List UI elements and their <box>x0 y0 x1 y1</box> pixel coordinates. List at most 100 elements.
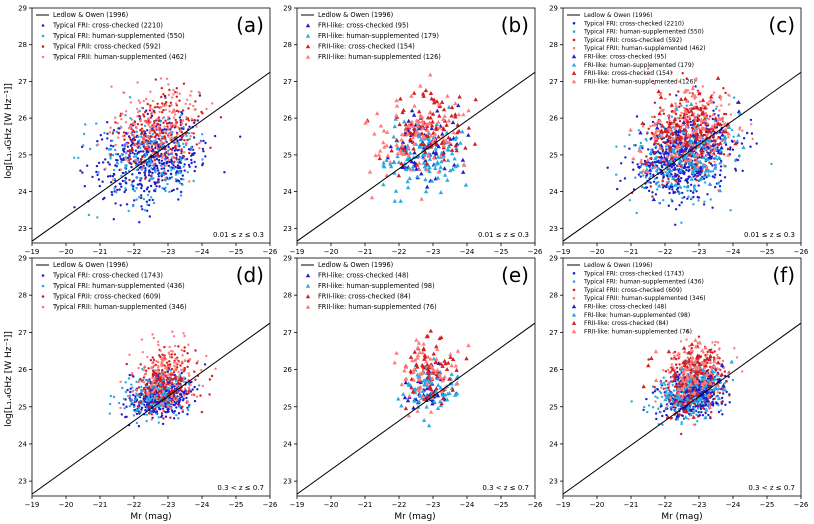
data-point <box>209 146 212 149</box>
data-point <box>145 97 148 101</box>
data-point <box>146 193 150 197</box>
data-point <box>644 137 647 141</box>
data-point <box>180 150 183 153</box>
data-point <box>434 122 439 127</box>
x-tick-label: −25 <box>494 501 509 509</box>
data-point <box>719 165 723 168</box>
data-point <box>200 410 204 414</box>
data-point <box>439 159 444 164</box>
data-point <box>672 161 677 166</box>
data-point <box>161 102 164 105</box>
data-point <box>433 166 438 170</box>
data-point <box>655 119 661 124</box>
data-point <box>418 83 423 88</box>
data-point <box>124 390 128 394</box>
data-point <box>698 100 702 103</box>
data-point <box>150 146 153 150</box>
data-point <box>679 130 683 133</box>
data-point <box>167 351 170 354</box>
data-point <box>163 157 166 161</box>
data-point <box>164 103 168 107</box>
series-typical_frii_cross-dot <box>109 78 223 183</box>
data-point <box>156 117 159 121</box>
data-point <box>648 150 654 155</box>
data-point <box>187 390 190 393</box>
data-point <box>646 410 649 414</box>
data-point <box>178 384 182 388</box>
data-point <box>428 133 434 138</box>
data-point <box>394 103 400 108</box>
data-point <box>693 124 696 128</box>
data-point <box>175 91 179 94</box>
data-point <box>160 138 163 142</box>
x-tick-label: −21 <box>624 248 639 256</box>
data-point <box>712 109 715 112</box>
data-point <box>162 109 165 112</box>
data-point <box>142 113 145 116</box>
data-point <box>399 150 404 155</box>
data-point <box>160 152 163 156</box>
data-point <box>133 189 136 193</box>
data-point <box>653 115 656 119</box>
data-point <box>653 142 656 145</box>
data-point <box>429 363 434 368</box>
data-point <box>667 121 673 125</box>
data-point <box>165 368 169 371</box>
data-point <box>394 113 399 118</box>
y-tick-label: 25 <box>18 403 27 411</box>
data-point <box>128 126 132 129</box>
data-point <box>655 145 658 148</box>
data-point <box>402 395 408 400</box>
data-point <box>453 101 458 106</box>
data-point <box>97 171 100 174</box>
x-tick-label: −19 <box>290 248 305 256</box>
data-point <box>128 96 132 99</box>
data-point <box>421 347 426 352</box>
data-point <box>676 393 679 397</box>
data-point <box>123 190 126 194</box>
data-point <box>721 413 724 416</box>
data-point <box>193 108 196 111</box>
data-point <box>162 104 165 107</box>
data-point <box>694 102 698 105</box>
data-point <box>155 373 159 376</box>
ledlow-owen-line <box>297 322 535 495</box>
x-tick-label: −20 <box>324 248 339 256</box>
data-point <box>421 121 426 126</box>
data-point <box>150 143 153 147</box>
data-point <box>193 169 196 173</box>
data-point <box>143 209 147 212</box>
data-point <box>152 370 156 374</box>
data-point <box>148 198 151 202</box>
data-point <box>655 155 658 159</box>
data-point <box>668 159 673 164</box>
data-point <box>722 392 725 395</box>
data-point <box>664 157 669 162</box>
y-tick-label: 29 <box>283 255 292 263</box>
data-point <box>186 365 189 369</box>
data-point <box>140 408 143 411</box>
data-point <box>373 153 378 157</box>
data-point <box>95 164 99 168</box>
data-point <box>154 369 157 372</box>
data-point <box>140 196 143 200</box>
data-point <box>641 168 646 173</box>
data-point <box>120 153 124 156</box>
data-point <box>405 185 411 190</box>
data-point <box>82 144 85 147</box>
data-point <box>392 170 397 175</box>
data-point <box>146 135 149 138</box>
data-point <box>161 128 165 131</box>
data-point <box>169 371 173 374</box>
data-point <box>696 134 699 137</box>
data-point <box>117 136 120 139</box>
panel-label: (c) <box>768 13 795 37</box>
data-point <box>375 111 380 116</box>
data-point <box>135 145 139 148</box>
data-point <box>109 157 112 160</box>
x-tick-label: −23 <box>161 248 176 256</box>
data-point <box>192 153 195 156</box>
data-point <box>699 407 703 411</box>
data-point <box>441 151 446 156</box>
data-point <box>429 178 435 183</box>
